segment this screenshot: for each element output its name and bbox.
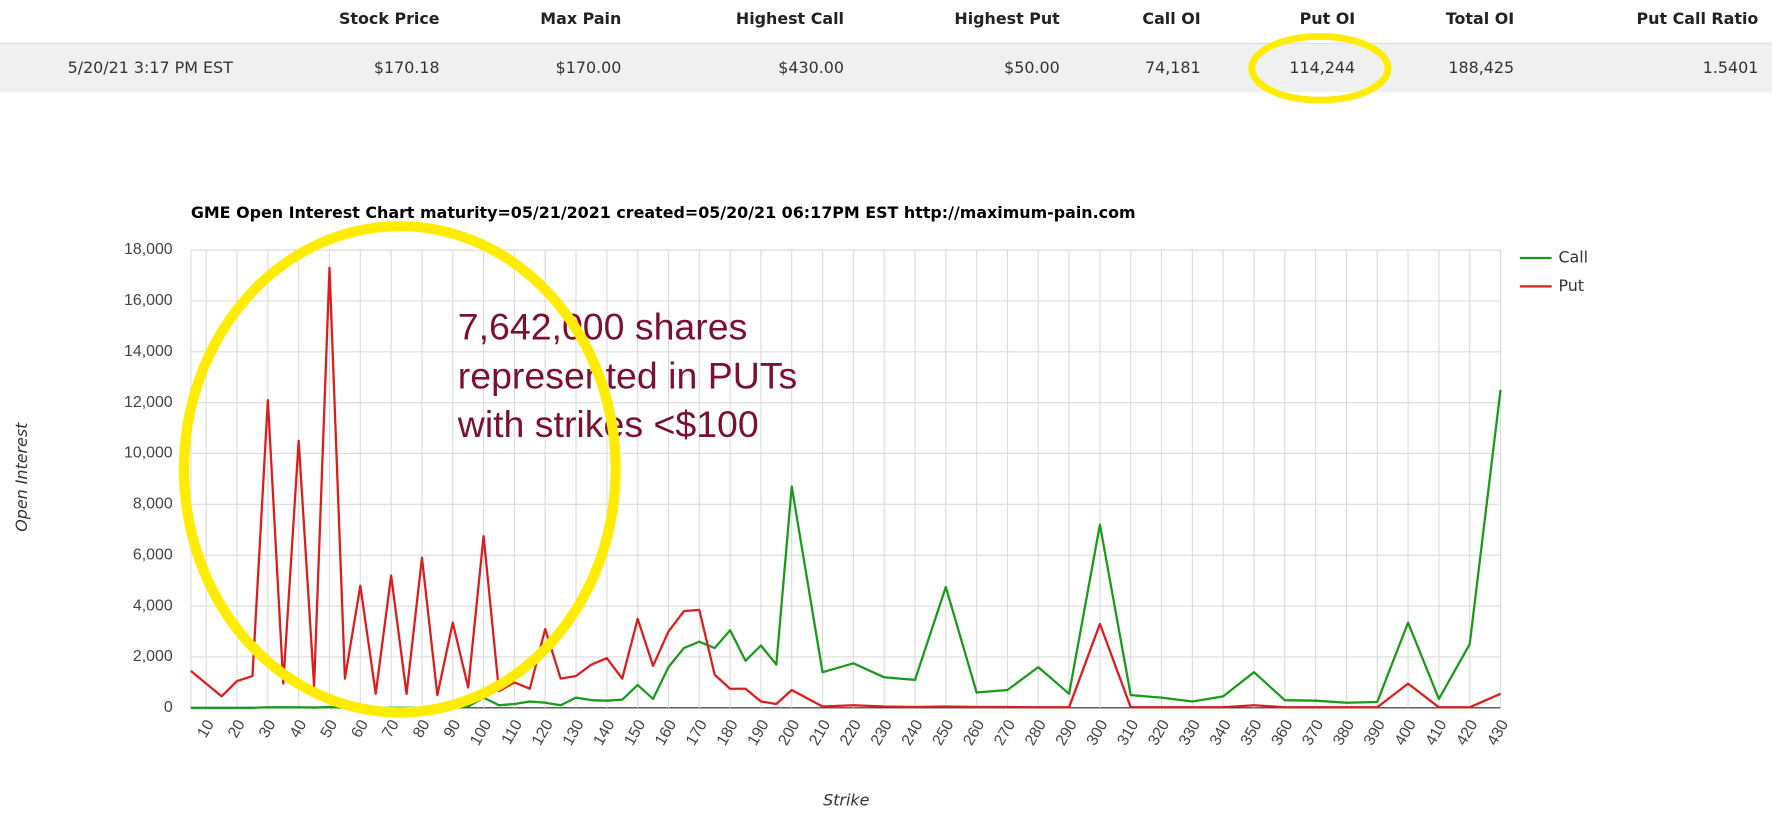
x-tick-label: 90	[441, 717, 465, 741]
y-tick-label: 10,000	[124, 445, 173, 462]
x-tick-label: 20	[225, 717, 249, 741]
x-axis-label: Strike	[823, 790, 869, 809]
y-axis-label: Open Interest	[12, 422, 31, 532]
x-tick-label: 300	[1084, 717, 1112, 749]
column-header: Highest Put	[954, 9, 1060, 28]
table-cell: 1.5401	[1703, 58, 1759, 77]
table-cell: 114,244	[1289, 58, 1355, 77]
x-tick-label: 350	[1238, 717, 1266, 749]
table-cell: $170.00	[556, 58, 622, 77]
table-cell: 74,181	[1145, 58, 1201, 77]
column-header: Call OI	[1142, 9, 1200, 28]
series-line	[190, 266, 1501, 709]
x-tick-label: 210	[806, 717, 834, 749]
y-tick-label: 18,000	[124, 241, 173, 258]
overlay	[178, 33, 1392, 718]
annotation: represented in PUTs	[458, 354, 797, 396]
table-cell: 5/20/21 3:17 PM EST	[68, 58, 234, 77]
column-header: Stock Price	[339, 9, 440, 28]
y-tick-label: 12,000	[124, 394, 173, 411]
table-cell: 188,425	[1448, 58, 1514, 77]
y-tick-label: 0	[164, 699, 173, 716]
y-tick-label: 14,000	[124, 343, 173, 360]
plot-area	[190, 249, 1502, 709]
x-tick-label: 420	[1453, 717, 1481, 749]
column-header: Put OI	[1300, 9, 1356, 28]
x-tick-label: 430	[1484, 717, 1512, 749]
x-tick-label: 390	[1361, 717, 1389, 749]
x-tick-label: 160	[652, 717, 680, 749]
x-tick-label: 240	[899, 717, 927, 749]
y-tick-label: 16,000	[124, 292, 173, 309]
highlight-circle	[1248, 33, 1392, 104]
x-tick-label: 10	[194, 717, 218, 741]
row-band	[0, 43, 1772, 93]
x-tick-label: 370	[1299, 717, 1327, 749]
y-tick-label: 8,000	[133, 496, 173, 513]
x-tick-label: 170	[683, 717, 711, 749]
plot-background	[190, 249, 1502, 709]
x-tick-label: 260	[960, 717, 988, 749]
column-header: Total OI	[1446, 9, 1514, 28]
x-tick-label: 290	[1053, 717, 1081, 749]
highlight-circle	[178, 221, 621, 718]
x-tick-label: 140	[591, 717, 619, 749]
x-tick-label: 340	[1207, 717, 1235, 749]
annotation: 7,642,000 shares	[458, 305, 748, 347]
x-tick-label: 220	[837, 717, 865, 749]
x-tick-label: 270	[991, 717, 1019, 749]
x-tick-label: 200	[775, 717, 803, 749]
table-cell: $50.00	[1004, 58, 1060, 77]
x-tick-label: 60	[348, 717, 372, 741]
x-tick-label: 320	[1145, 717, 1173, 749]
y-tick-label: 4,000	[133, 597, 173, 614]
column-header: Highest Call	[736, 9, 844, 28]
x-tick-label: 110	[499, 717, 526, 748]
chart-title: GME Open Interest Chart maturity=05/21/2…	[191, 203, 1136, 222]
x-tick-label: 180	[714, 717, 742, 749]
column-header: Put Call Ratio	[1637, 9, 1759, 28]
x-tick-label: 250	[929, 717, 957, 749]
y-tick-label: 6,000	[133, 546, 173, 563]
x-tick-label: 70	[379, 717, 403, 741]
x-tick-label: 150	[621, 717, 649, 749]
x-tick-label: 330	[1176, 717, 1204, 749]
x-tick-label: 130	[560, 717, 588, 749]
x-tick-label: 30	[256, 717, 280, 741]
x-tick-label: 190	[745, 717, 773, 749]
x-tick-label: 40	[287, 717, 311, 741]
legend-label: Put	[1558, 276, 1584, 295]
x-tick-label: 400	[1392, 717, 1420, 749]
column-header: Max Pain	[540, 9, 621, 28]
x-tick-label: 410	[1423, 717, 1451, 749]
x-tick-label: 230	[868, 717, 896, 749]
x-tick-label: 100	[467, 717, 495, 749]
table-cell: $170.18	[374, 58, 440, 77]
x-tick-label: 80	[410, 717, 434, 741]
x-tick-label: 120	[529, 717, 557, 749]
x-tick-label: 310	[1114, 717, 1142, 749]
x-tick-label: 360	[1268, 717, 1296, 749]
x-tick-label: 280	[1022, 717, 1050, 749]
table-cell: $430.00	[778, 58, 844, 77]
x-tick-label: 50	[318, 717, 342, 741]
x-tick-label: 380	[1330, 717, 1358, 749]
legend-label: Call	[1558, 247, 1588, 266]
y-tick-label: 2,000	[133, 648, 173, 665]
